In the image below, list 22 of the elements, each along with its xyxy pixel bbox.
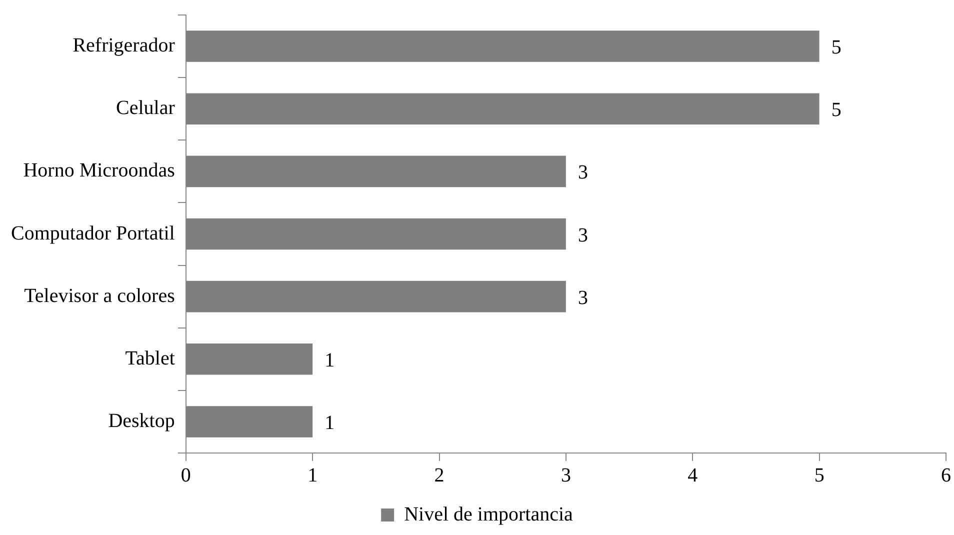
y-tick-label: Horno Microondas	[23, 160, 176, 182]
x-tick-label: 0	[180, 464, 191, 486]
data-label: 5	[831, 99, 842, 122]
x-tick-label: 1	[308, 464, 318, 486]
data-label: 1	[324, 412, 335, 434]
x-tick-label: 3	[560, 464, 571, 486]
y-tick-label: Desktop	[108, 410, 175, 432]
y-tick-label: Refrigerador	[72, 34, 176, 57]
y-tick-label: Tablet	[125, 347, 176, 370]
y-tick-label: Televisor a colores	[24, 284, 176, 307]
data-label: 1	[324, 349, 335, 372]
x-tick-label: 5	[814, 464, 824, 486]
x-tick-label: 6	[941, 464, 951, 486]
data-label: 3	[578, 286, 588, 309]
y-tick-label: Celular	[116, 97, 176, 120]
legend-label: Nivel de importancia	[404, 503, 574, 526]
x-tick-label: 2	[434, 464, 444, 486]
y-tick-label: Computador Portatil	[10, 222, 176, 244]
x-tick-label: 4	[688, 464, 698, 486]
data-label: 3	[578, 224, 588, 246]
data-label: 5	[831, 36, 842, 59]
data-label: 3	[578, 162, 588, 184]
